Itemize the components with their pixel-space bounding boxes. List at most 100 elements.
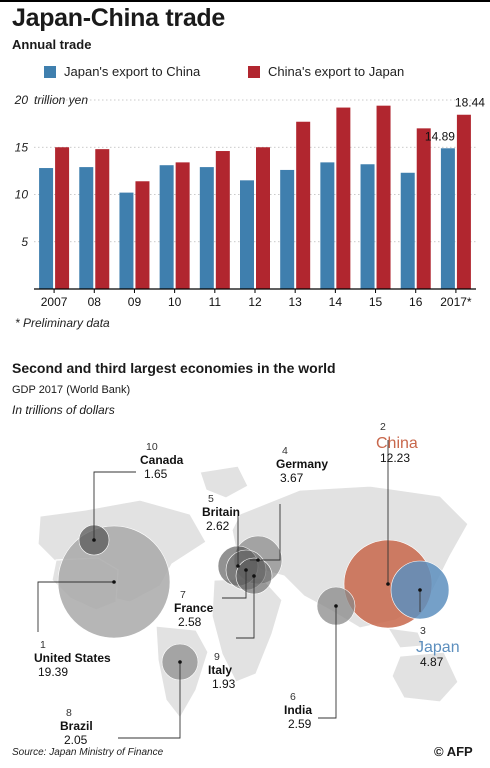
x-tick-label: 13 xyxy=(289,295,303,309)
bar-japan-export xyxy=(280,169,295,289)
bar-japan-export xyxy=(159,165,174,289)
bar-china-export xyxy=(336,107,351,289)
bubble-center-dot xyxy=(386,582,390,586)
bar-china-export xyxy=(175,162,190,289)
rank-label: 6 xyxy=(290,691,296,703)
bubble-center-dot xyxy=(256,558,260,562)
gdp-value: 19.39 xyxy=(38,665,68,679)
bubble-center-dot xyxy=(334,604,338,608)
leader-line xyxy=(250,504,281,561)
bar-japan-export xyxy=(360,164,375,289)
legend-label: China's export to Japan xyxy=(268,64,405,79)
data-label: 18.44 xyxy=(455,96,485,110)
leader-line xyxy=(37,581,114,632)
top-rule xyxy=(0,0,490,2)
bubble-center-dot xyxy=(236,564,240,568)
bar-china-export xyxy=(456,114,471,289)
gdp-value: 1.93 xyxy=(212,677,236,691)
bubble-center-dot xyxy=(178,660,182,664)
x-tick-label: 2017* xyxy=(440,295,472,309)
country-name: Japan xyxy=(416,639,460,656)
gdp-value: 2.62 xyxy=(206,519,230,533)
rank-label: 1 xyxy=(40,639,46,651)
footnote: * Preliminary data xyxy=(15,316,110,330)
legend-label: Japan's export to China xyxy=(64,64,201,79)
map-land-shape xyxy=(391,651,459,703)
bar-china-export xyxy=(296,121,311,289)
bar-japan-export xyxy=(440,148,455,289)
x-tick-label: 12 xyxy=(248,295,262,309)
x-tick-label: 16 xyxy=(409,295,423,309)
section-title: Second and third largest economies in th… xyxy=(12,360,336,376)
country-name: Germany xyxy=(276,457,328,471)
bar-chart: 5 10 15 20 trillion yen 2007 08 09 10 11 12 13 14 15 1… xyxy=(14,93,486,309)
bubble-center-dot xyxy=(92,538,96,542)
gdp-value: 2.05 xyxy=(64,733,88,745)
map-land-shape xyxy=(386,627,425,649)
country-name: United States xyxy=(34,651,111,665)
rank-label: 7 xyxy=(180,589,186,601)
rank-label: 9 xyxy=(214,651,220,663)
x-tick-label: 15 xyxy=(369,295,383,309)
country-name: China xyxy=(376,435,418,452)
map-land-shape xyxy=(199,465,249,499)
rank-label: 2 xyxy=(380,421,386,433)
y-tick-label: 10 xyxy=(15,188,29,202)
leader-line xyxy=(236,576,255,639)
x-tick-label: 09 xyxy=(128,295,142,309)
country-name: Brazil xyxy=(60,719,93,733)
bubble-center-dot xyxy=(112,580,116,584)
y-tick-label: 5 xyxy=(21,235,28,249)
rank-label: 3 xyxy=(420,625,426,637)
bar-japan-export xyxy=(320,162,335,289)
bubble-center-dot xyxy=(252,574,256,578)
data-label: 14.89 xyxy=(425,129,455,143)
bar-china-export xyxy=(376,105,391,289)
legend-swatch-red xyxy=(248,65,260,78)
page-subtitle: Annual trade xyxy=(12,37,92,52)
bar-china-export xyxy=(95,149,110,289)
rank-label: 4 xyxy=(282,445,288,457)
rank-label: 8 xyxy=(66,707,72,719)
gdp-value: 1.65 xyxy=(144,467,168,481)
bar-japan-export xyxy=(400,172,415,289)
bar-china-export xyxy=(256,147,270,289)
bar-china-export xyxy=(215,151,230,289)
rank-label: 10 xyxy=(146,441,158,453)
section-subtitle: GDP 2017 (World Bank) xyxy=(12,384,131,396)
x-tick-label: 11 xyxy=(209,295,222,309)
page-title: Japan-China trade xyxy=(12,4,226,32)
country-name: Canada xyxy=(140,453,184,467)
bar-china-export xyxy=(416,128,431,289)
country-name: Britain xyxy=(202,505,240,519)
y-tick-label: 15 xyxy=(15,140,29,154)
x-tick-label: 14 xyxy=(329,295,343,309)
bar-china-export xyxy=(135,181,150,289)
gdp-value: 3.67 xyxy=(280,471,304,485)
section-unit: In trillions of dollars xyxy=(12,403,115,417)
legend-item-japan-export: Japan's export to China xyxy=(44,64,200,79)
y-tick-label: 20 xyxy=(14,93,29,107)
x-tick-label: 2007 xyxy=(41,295,68,309)
x-tick-label: 10 xyxy=(168,295,182,309)
gdp-value: 4.87 xyxy=(420,655,444,669)
bar-japan-export xyxy=(119,192,134,289)
bar-japan-export xyxy=(240,180,254,289)
bar-japan-export xyxy=(79,167,94,289)
bubble-center-dot xyxy=(418,588,422,592)
gdp-value: 2.59 xyxy=(288,717,312,731)
country-name: India xyxy=(284,703,312,717)
leader-line xyxy=(222,570,247,599)
country-name: Italy xyxy=(208,663,232,677)
y-axis-label: trillion yen xyxy=(34,93,88,107)
x-tick-label: 08 xyxy=(88,295,102,309)
legend-swatch-blue xyxy=(44,65,56,78)
country-name: France xyxy=(174,601,214,615)
gdp-value: 2.58 xyxy=(178,615,202,629)
gdp-value: 12.23 xyxy=(380,451,410,465)
leader-line xyxy=(118,662,181,739)
rank-label: 5 xyxy=(208,493,214,505)
source-note: Source: Japan Ministry of Finance xyxy=(12,747,164,758)
leader-line xyxy=(93,471,136,540)
